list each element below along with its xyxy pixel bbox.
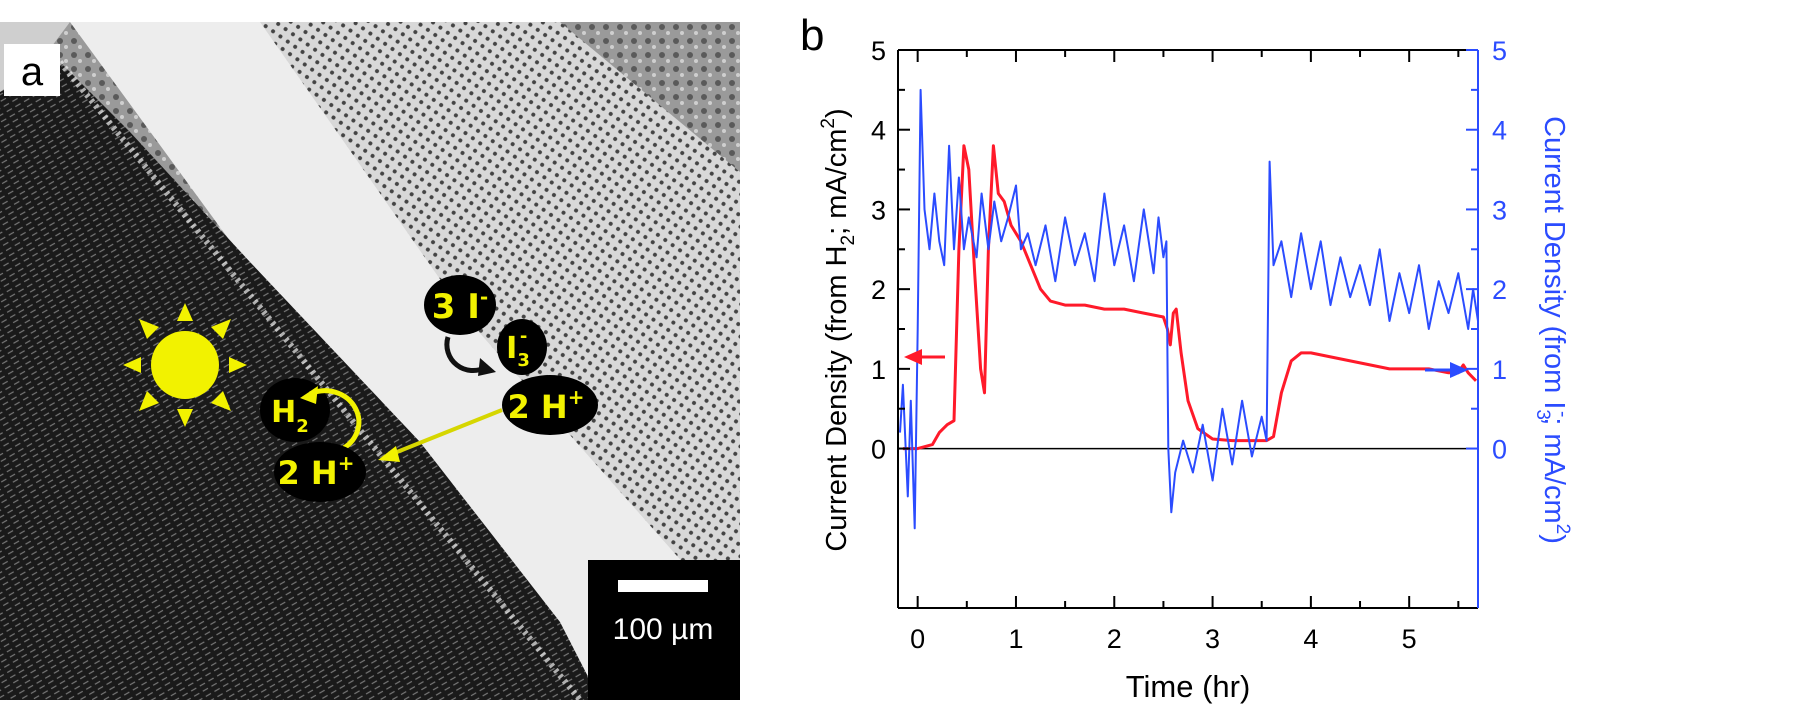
series-h2-line xyxy=(902,144,1478,451)
panel-label-b: b xyxy=(800,11,824,60)
bubble-2h-right xyxy=(502,375,598,435)
panel-label-box xyxy=(4,44,60,96)
x-tick-label: 4 xyxy=(1303,624,1318,654)
x-tick-label: 3 xyxy=(1205,624,1220,654)
scale-bar xyxy=(618,580,708,592)
species-h2: H2 xyxy=(271,395,309,437)
y-right-tick-label: 2 xyxy=(1492,275,1507,305)
arrow-icon xyxy=(391,408,503,456)
bubble-3i xyxy=(424,275,496,335)
y-right-tick-label: 4 xyxy=(1492,116,1507,146)
y-axis-right-label: Current Density (from I3-; mA/cm2) xyxy=(1532,116,1573,544)
species-2h-left: 2 H+ xyxy=(278,451,355,492)
y-left-tick-label: 4 xyxy=(871,116,886,146)
sem-image-panel: a 3 I- I3- 2 H+ H2 xyxy=(0,22,740,700)
bubble-2h-left xyxy=(274,442,366,502)
x-tick-label: 2 xyxy=(1107,624,1122,654)
y-right-tick-label: 5 xyxy=(1492,36,1507,66)
bubble-i3 xyxy=(497,319,547,375)
panel-label-a: a xyxy=(21,50,44,94)
x-tick-label: 5 xyxy=(1402,624,1417,654)
species-3i: 3 I- xyxy=(432,285,488,327)
species-2h-right: 2 H+ xyxy=(508,385,585,426)
scale-bar-label: 100 µm xyxy=(613,613,714,646)
y-left-tick-label: 1 xyxy=(871,355,886,385)
sun-icon xyxy=(123,303,247,427)
right-axis-arrow-icon xyxy=(1425,362,1468,378)
x-axis-label: Time (hr) xyxy=(1126,669,1251,704)
sem-image: a 3 I- I3- 2 H+ H2 xyxy=(0,22,740,700)
y-right-tick-label: 0 xyxy=(1492,435,1507,465)
y-left-tick-label: 2 xyxy=(871,275,886,305)
x-tick-label: 0 xyxy=(910,624,925,654)
y-left-tick-label: 5 xyxy=(871,36,886,66)
y-right-tick-label: 1 xyxy=(1492,355,1507,385)
y-right-tick-label: 3 xyxy=(1492,195,1507,225)
x-tick-label: 1 xyxy=(1008,624,1023,654)
y-left-tick-label: 3 xyxy=(871,195,886,225)
curved-arrow-icon xyxy=(308,388,362,453)
left-axis-arrow-icon xyxy=(904,349,945,365)
y-axis-left-label: Current Density (from H2; mA/cm2) xyxy=(818,108,859,551)
species-i3: I3- xyxy=(506,326,530,371)
y-left-tick-label: 0 xyxy=(871,435,886,465)
series-i3-line xyxy=(899,88,1479,530)
